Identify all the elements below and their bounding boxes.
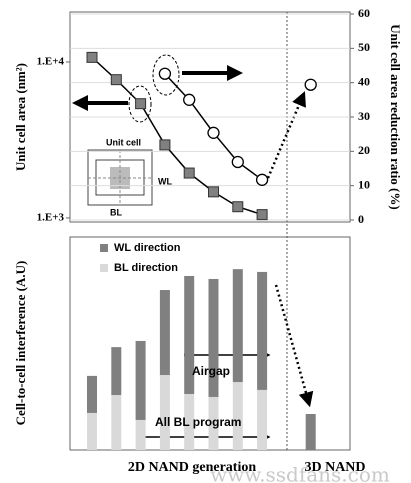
y-axis-title: Cell-to-cell interference (A.U) — [13, 261, 28, 426]
marker — [304, 78, 317, 91]
marker — [255, 173, 269, 186]
y2-tick-label: 60 — [358, 6, 370, 20]
bar — [135, 340, 146, 420]
annotation: BL — [110, 207, 122, 217]
bar — [257, 271, 268, 390]
bar — [87, 375, 97, 413]
marker — [231, 155, 244, 169]
annotation: Unit cell — [106, 137, 141, 147]
bar — [184, 275, 195, 394]
bar — [208, 278, 219, 397]
y2-tick-label: 40 — [358, 74, 370, 88]
bar — [135, 419, 146, 450]
y-axis-title: Unit cell area (nm²) — [13, 63, 28, 171]
bar — [159, 375, 170, 450]
legend-swatch — [100, 244, 108, 252]
legend-label: WL direction — [114, 242, 181, 254]
marker — [256, 209, 268, 221]
inset-diagram — [87, 149, 153, 206]
y2-tick-label: 0 — [358, 212, 364, 226]
legend-swatch — [100, 264, 108, 272]
marker — [110, 74, 122, 86]
marker — [86, 51, 98, 63]
marker — [135, 98, 147, 110]
annotation: WL — [158, 176, 172, 186]
bar — [305, 414, 316, 450]
highlight — [128, 85, 152, 123]
annotation: All BL program — [155, 415, 241, 429]
marker — [158, 67, 172, 80]
marker — [183, 93, 196, 106]
y2-tick-label: 10 — [358, 177, 370, 191]
x-group-label: 2D NAND generation — [128, 460, 257, 475]
highlight — [152, 54, 180, 96]
bar — [111, 395, 122, 450]
y2-axis-title: Unit cell area reduction ratio (%) — [388, 24, 403, 209]
bar — [232, 382, 243, 450]
bar — [159, 290, 170, 376]
marker — [183, 167, 195, 179]
marker — [207, 126, 220, 139]
x-group-label: 3D NAND — [304, 460, 365, 475]
marker — [232, 201, 244, 213]
bar — [208, 396, 219, 450]
bar — [111, 347, 122, 396]
arrow — [266, 91, 306, 179]
arrow — [274, 284, 314, 408]
marker — [159, 139, 171, 151]
y2-tick-label: 20 — [358, 143, 370, 157]
bar — [184, 393, 195, 450]
marker — [208, 186, 219, 198]
y-tick-label: 1.E+4 — [37, 55, 65, 67]
annotation: Airgap — [192, 364, 230, 378]
legend-label: BL direction — [114, 262, 178, 274]
bar — [257, 389, 268, 450]
y2-tick-label: 30 — [358, 109, 370, 123]
bar — [87, 412, 97, 450]
y2-tick-label: 50 — [358, 40, 370, 54]
bar — [232, 269, 243, 383]
watermark: www.ssdfans.com — [210, 463, 390, 483]
y-tick-label: 1.E+3 — [37, 211, 65, 223]
